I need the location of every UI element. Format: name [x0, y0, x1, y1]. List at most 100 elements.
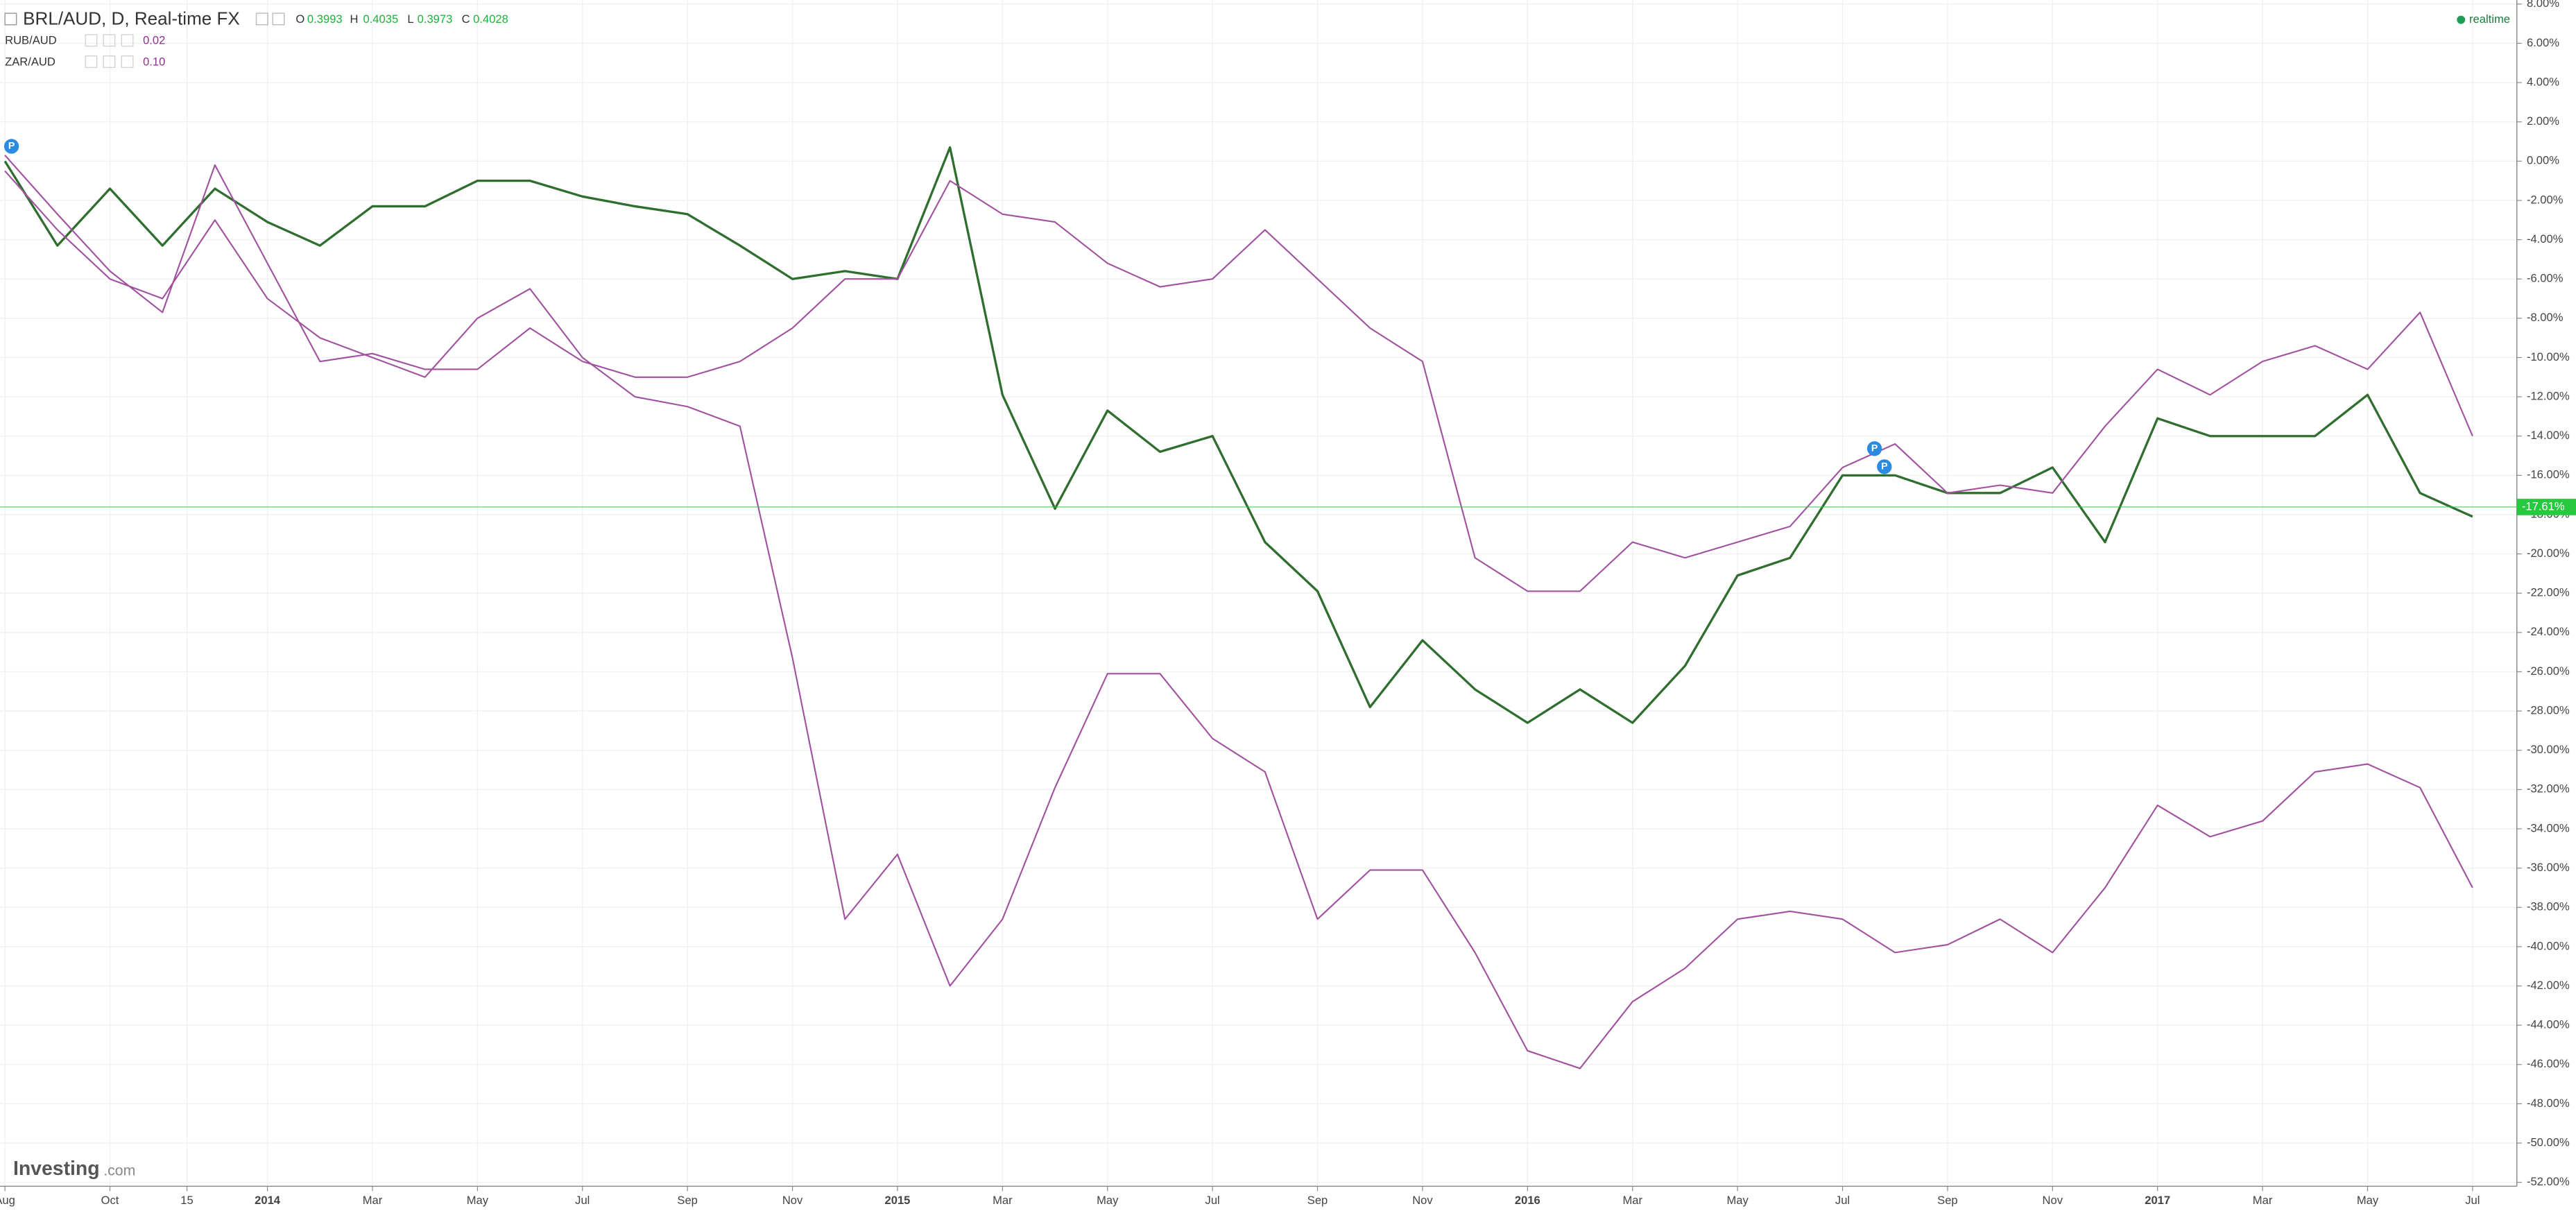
series-line: [4, 170, 2473, 1070]
x-tick-label: 15: [180, 1194, 193, 1207]
legend-entry[interactable]: ZAR/AUD: [5, 55, 55, 69]
event-marker[interactable]: [1866, 441, 1882, 456]
y-tick-label: 0.00%: [2527, 154, 2559, 167]
y-tick-label: -42.00%: [2527, 979, 2570, 992]
y-tick-label: -20.00%: [2527, 547, 2570, 560]
legend-entry[interactable]: RUB/AUD: [5, 34, 57, 47]
y-tick-label: -50.00%: [2527, 1135, 2570, 1149]
x-tick-label: Sep: [677, 1194, 698, 1207]
legend: RUB/AUD 0.02 ZAR/AUD 0.10: [5, 34, 165, 69]
y-tick-label: -12.00%: [2527, 389, 2570, 402]
close-icon[interactable]: [272, 12, 285, 26]
event-marker-label: P: [8, 141, 15, 152]
logo: Investing: [13, 1158, 100, 1180]
ohlc: O 0.3993 H 0.4035 L 0.3973 C 0.4028: [295, 12, 508, 26]
series-line: [3, 146, 2473, 724]
event-marker[interactable]: [1877, 459, 1892, 474]
ohlc-value: 0.3993: [307, 12, 343, 26]
x-tick-label: Sep: [1937, 1194, 1957, 1207]
y-tick-label: -8.00%: [2527, 311, 2564, 324]
x-tick-label: Nov: [782, 1194, 803, 1207]
event-markers: P P P: [3, 139, 1892, 474]
y-tick-label: 4.00%: [2527, 75, 2559, 88]
grid: [0, 0, 2517, 1187]
y-tick-label: -40.00%: [2527, 939, 2570, 952]
y-tick-label: -44.00%: [2527, 1018, 2570, 1031]
ohlc-value: 0.4035: [363, 12, 398, 26]
y-tick-label: -28.00%: [2527, 703, 2570, 716]
x-tick-label: Mar: [363, 1194, 383, 1207]
price-tag: [2516, 499, 2576, 515]
x-tick-label: May: [2357, 1194, 2379, 1207]
y-tick-label: -38.00%: [2527, 900, 2570, 913]
x-tick-label: 2017: [2145, 1194, 2170, 1207]
logo-suffix: .com: [103, 1162, 135, 1179]
x-tick-label: Oct: [101, 1194, 119, 1207]
x-tick-label: Nov: [2043, 1194, 2063, 1207]
settings-icon[interactable]: [255, 12, 268, 26]
legend-icon[interactable]: [121, 34, 134, 47]
x-tick-label: Mar: [1622, 1194, 1642, 1207]
x-tick-label: Jul: [1205, 1194, 1220, 1207]
y-tick-label: -48.00%: [2527, 1097, 2570, 1110]
x-tick-label: Mar: [2253, 1194, 2273, 1207]
ohlc-value: 0.3973: [418, 12, 453, 26]
x-tick-label: 2014: [255, 1194, 281, 1207]
y-tick-label: 2.00%: [2527, 114, 2559, 128]
legend-value: 0.02: [143, 34, 165, 47]
y-tick-label: -46.00%: [2527, 1057, 2570, 1070]
series-line: [4, 155, 2473, 592]
y-tick-label: -32.00%: [2527, 782, 2570, 796]
event-marker[interactable]: [3, 139, 19, 154]
y-tick-label: -4.00%: [2527, 232, 2564, 246]
y-tick-label: -24.00%: [2527, 625, 2570, 638]
price-tag-label: -17.61%: [2522, 499, 2565, 513]
x-tick-label: Jul: [1835, 1194, 1850, 1207]
event-marker-label: P: [1881, 461, 1887, 472]
x-tick-label: May: [467, 1194, 489, 1207]
y-tick-label: -22.00%: [2527, 586, 2570, 599]
y-tick-label: -10.00%: [2527, 350, 2570, 363]
y-tick-label: 8.00%: [2527, 0, 2559, 10]
x-tick-label: May: [1097, 1194, 1119, 1207]
x-tick-label: Jul: [575, 1194, 590, 1207]
x-tick-label: May: [1726, 1194, 1749, 1207]
x-tick-label: Nov: [1412, 1194, 1433, 1207]
plot: [0, 146, 2517, 1070]
x-tick-label: Aug: [0, 1194, 15, 1207]
x-tick-label: Sep: [1307, 1194, 1328, 1207]
ohlc-label: O: [295, 12, 304, 26]
legend-icon[interactable]: [103, 55, 116, 68]
y-tick-label: -36.00%: [2527, 861, 2570, 874]
y-tick-label: -14.00%: [2527, 429, 2570, 442]
legend-icon[interactable]: [85, 55, 98, 68]
y-tick-label: -26.00%: [2527, 664, 2570, 678]
status: realtime: [2469, 12, 2510, 26]
x-tick-label: Mar: [993, 1194, 1013, 1207]
y-tick-label: -30.00%: [2527, 743, 2570, 756]
legend-icon[interactable]: [85, 34, 98, 47]
y-tick-label: 6.00%: [2527, 36, 2559, 49]
ohlc-value: 0.4028: [473, 12, 508, 26]
legend-icon[interactable]: [121, 55, 134, 68]
chart-title: BRL/AUD, D, Real-time FX: [23, 8, 240, 28]
y-tick-label: -34.00%: [2527, 821, 2570, 834]
y-tick-label: -52.00%: [2527, 1175, 2570, 1188]
x-tick-label: 2015: [885, 1194, 911, 1207]
collapse-icon[interactable]: [4, 12, 17, 26]
y-tick-label: -2.00%: [2527, 193, 2564, 206]
status-dot: [2457, 15, 2466, 24]
event-marker-label: P: [1871, 443, 1878, 454]
ohlc-label: L: [407, 12, 413, 26]
ohlc-label: C: [462, 12, 470, 26]
ohlc-label: H: [350, 12, 359, 26]
y-tick-label: -6.00%: [2527, 272, 2564, 285]
legend-icon[interactable]: [103, 34, 116, 47]
legend-value: 0.10: [143, 55, 165, 69]
x-tick-label: 2016: [1515, 1194, 1540, 1207]
x-tick-label: Jul: [2465, 1194, 2480, 1207]
